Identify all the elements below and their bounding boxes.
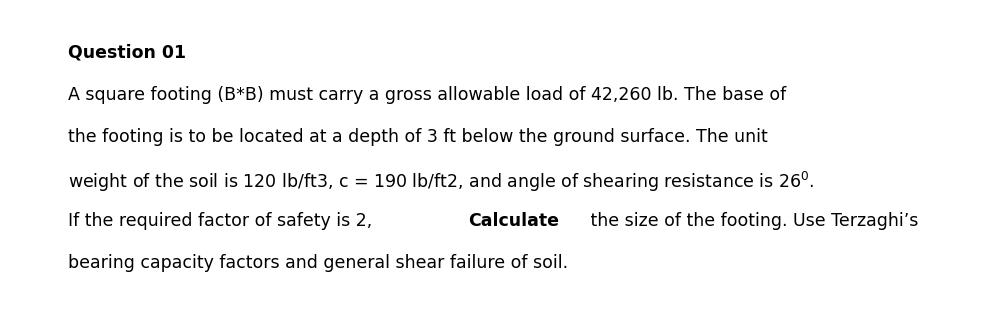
Text: the footing is to be located at a depth of 3 ft below the ground surface. The un: the footing is to be located at a depth … [68,128,767,146]
Text: If the required factor of safety is 2,: If the required factor of safety is 2, [68,212,377,230]
Text: bearing capacity factors and general shear failure of soil.: bearing capacity factors and general she… [68,254,568,272]
Text: Calculate: Calculate [467,212,558,230]
Text: the size of the footing. Use Terzaghi’s: the size of the footing. Use Terzaghi’s [585,212,918,230]
Text: A square footing (B*B) must carry a gross allowable load of 42,260 lb. The base : A square footing (B*B) must carry a gros… [68,86,785,104]
Text: weight of the soil is 120 lb/ft3, c = 190 lb/ft2, and angle of shearing resistan: weight of the soil is 120 lb/ft3, c = 19… [68,170,813,194]
Text: Question 01: Question 01 [68,44,186,62]
